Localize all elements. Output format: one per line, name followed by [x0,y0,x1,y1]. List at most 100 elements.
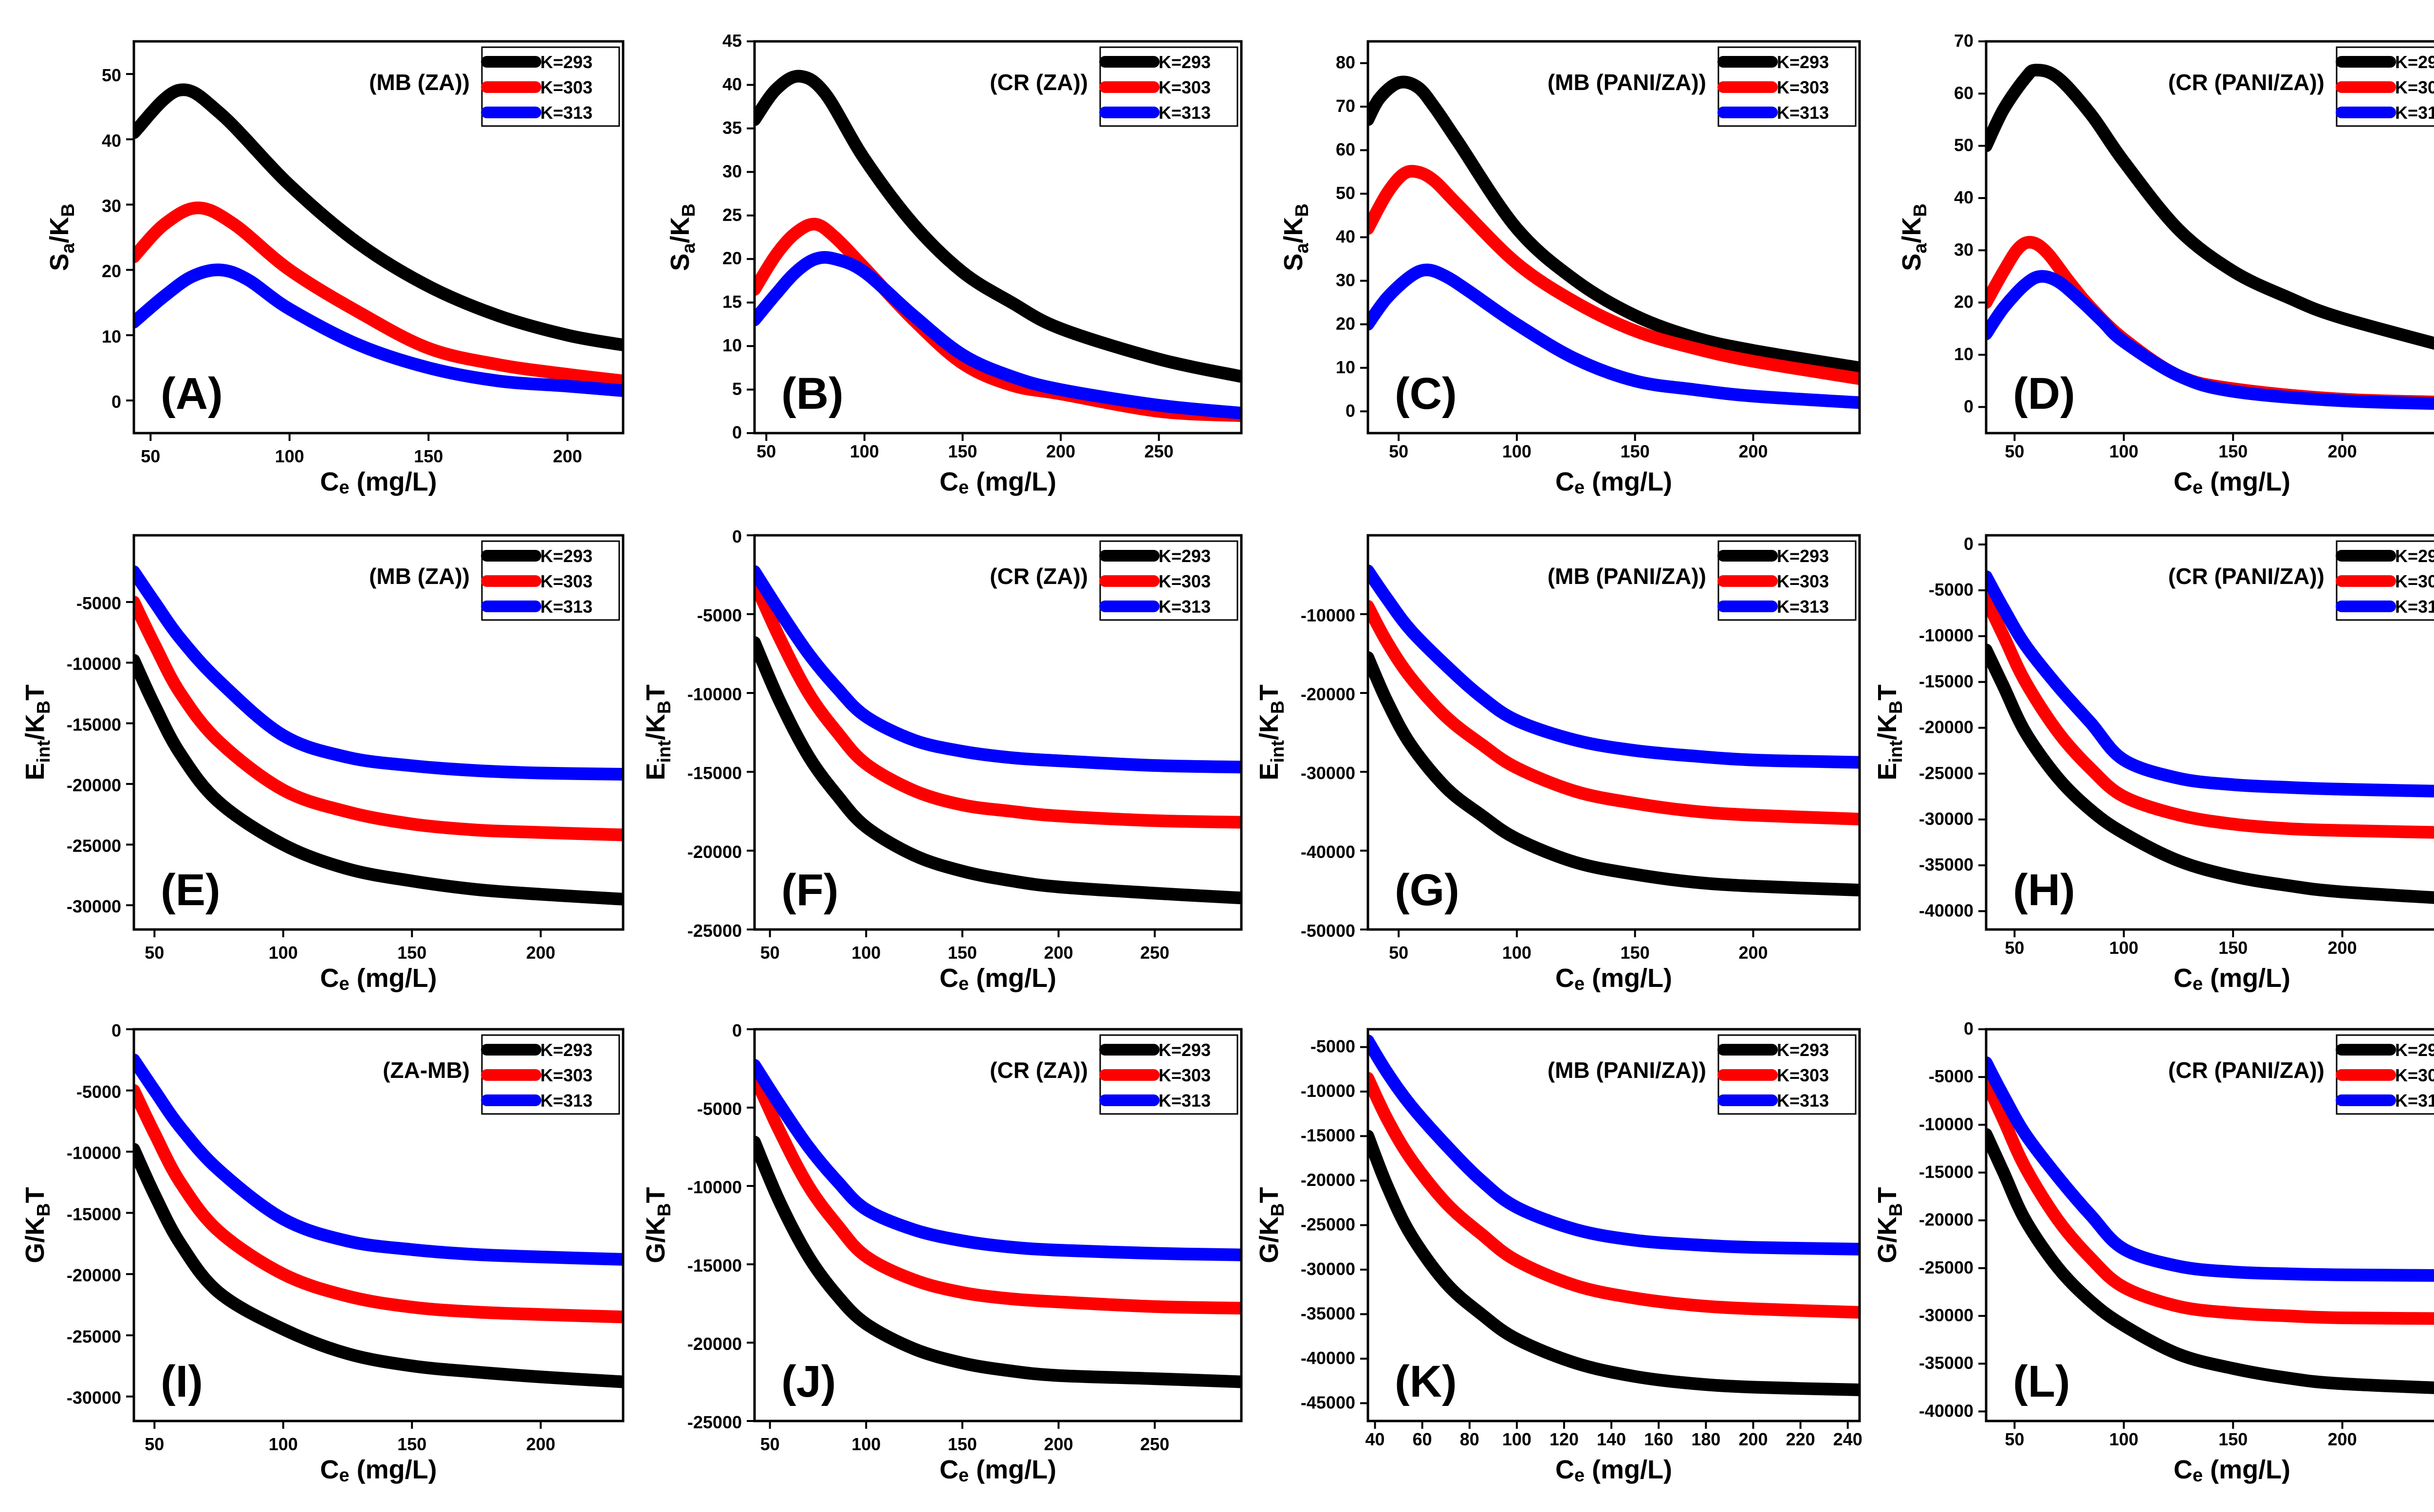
x-tick-label: 100 [2109,441,2139,461]
x-axis-title: Ce (mg/L) [2174,964,2290,994]
y-tick-label: -20000 [687,1334,742,1354]
x-tick-label: 250 [1140,1434,1169,1454]
panel-label: (A) [161,369,223,419]
x-tick-label: 200 [1044,943,1073,963]
y-tick-label: 0 [1964,1019,1973,1038]
legend-label: K=303 [2395,571,2434,591]
x-axis-title: Ce (mg/L) [1555,964,1672,994]
legend-label: K=313 [1777,597,1829,617]
series-line [755,1059,1241,1261]
y-tick-label: -50000 [1301,921,1355,941]
series-line [1368,564,1860,769]
legend-label: K=313 [1159,1091,1211,1111]
x-tick-label: 50 [2005,1429,2024,1449]
x-tick-label: 80 [1460,1429,1479,1449]
y-tick-label: 40 [1336,227,1355,247]
x-tick-label: 250 [1140,943,1169,963]
legend-label: K=303 [2395,1065,2434,1085]
y-tick-label: -25000 [67,836,121,856]
series-line [1986,64,2434,350]
y-tick-label: -10000 [1919,625,1973,645]
panel-annotation: (MB (PANI/ZA)) [1548,564,1706,589]
x-tick-label: 40 [1365,1429,1385,1449]
series-line [755,565,1241,774]
y-tick-label: 20 [722,248,742,268]
chart-panel: 50 100 150 200 250 0 5 10 15 20 25 30 35 40 45 Ce (mg/L… [665,31,1243,498]
y-tick-label: -20000 [1919,717,1973,737]
legend-label: K=313 [1159,597,1211,617]
y-axis-title: Sa/KB [45,203,78,271]
x-tick-label: 100 [851,943,881,963]
y-tick-label: -10000 [67,1143,121,1163]
y-tick-label: -25000 [687,921,742,941]
chart-panel: 50 100 150 200 -30000 -25000 -20000 -15000 -1000… [20,534,625,994]
x-tick-label: 100 [1502,1429,1531,1449]
y-tick-label: -25000 [1919,1257,1973,1277]
x-tick-label: 140 [1597,1429,1626,1449]
x-tick-label: 200 [2328,441,2357,461]
chart-panel: 50100150200250010203040506070Ce (mg/L)Sa… [1897,31,2434,498]
y-tick-label: 0 [1964,396,1973,416]
x-tick-label: 100 [2109,1429,2139,1449]
x-tick-label: 200 [553,446,582,466]
y-tick-label: 30 [722,161,742,181]
y-tick-label: 35 [722,118,742,138]
y-tick-label: -5000 [1310,1037,1355,1057]
plot-frame [1985,534,2434,931]
y-tick-label: 70 [1954,31,1973,51]
x-tick-label: 100 [1502,441,1531,461]
series-line [134,83,623,351]
x-tick-label: 60 [1413,1429,1432,1449]
y-tick-label: -45000 [1301,1392,1355,1412]
y-tick-label: 20 [102,261,121,281]
y-tick-label: -30000 [67,1388,121,1408]
x-axis-title: Ce (mg/L) [940,467,1056,498]
y-axis-title: Eint/KBT [641,685,675,781]
panel-annotation: (CR (ZA)) [990,564,1088,589]
legend-label: K=293 [1159,546,1211,566]
y-tick-label: -10000 [1301,1081,1355,1101]
y-tick-label: -40000 [1919,1401,1973,1421]
plot-frame [132,1028,625,1422]
series-line [1986,643,2434,904]
legend-label: K=313 [2395,597,2434,617]
y-tick-label: 0 [111,1020,121,1040]
plot-frame [753,40,1243,435]
y-tick-label: 15 [722,292,742,312]
y-tick-label: 50 [1336,183,1355,203]
x-tick-label: 200 [1044,1434,1073,1454]
x-tick-label: 200 [1046,441,1075,461]
y-tick-label: -25000 [1301,1215,1355,1235]
legend-label: K=313 [2395,1091,2434,1111]
y-tick-label: -5000 [1929,580,1973,600]
y-tick-label: 45 [722,31,742,51]
plot-frame [1985,1028,2434,1422]
x-tick-label: 50 [2005,938,2024,958]
y-tick-label: -30000 [1919,1305,1973,1325]
x-tick-label: 160 [1644,1429,1673,1449]
y-tick-label: 0 [111,392,121,412]
y-tick-label: -10000 [687,684,742,704]
y-tick-label: -5000 [1929,1066,1973,1086]
y-tick-label: 10 [102,327,121,346]
legend-label: K=303 [540,77,592,97]
x-tick-label: 150 [2218,1429,2248,1449]
panel-label: (F) [781,865,838,915]
x-axis-title: Ce (mg/L) [2174,1455,2290,1486]
legend-label: K=303 [1777,1065,1829,1085]
y-tick-label: 10 [722,335,742,355]
y-axis-title: Eint/KBT [20,685,54,781]
series-line [1986,593,2434,839]
x-axis-title: Ce (mg/L) [320,467,437,498]
x-tick-label: 150 [948,943,977,963]
series-line [1986,1056,2434,1282]
panel-annotation: (CR (PANI/ZA)) [2168,70,2324,95]
y-tick-label: 0 [732,422,742,442]
series-line [134,654,623,906]
y-tick-label: 5 [732,379,742,399]
legend-label: K=303 [540,571,592,591]
y-tick-label: 60 [1954,83,1973,103]
y-tick-label: 50 [1954,135,1973,155]
y-axis-title: Eint/KBT [1873,685,1906,781]
